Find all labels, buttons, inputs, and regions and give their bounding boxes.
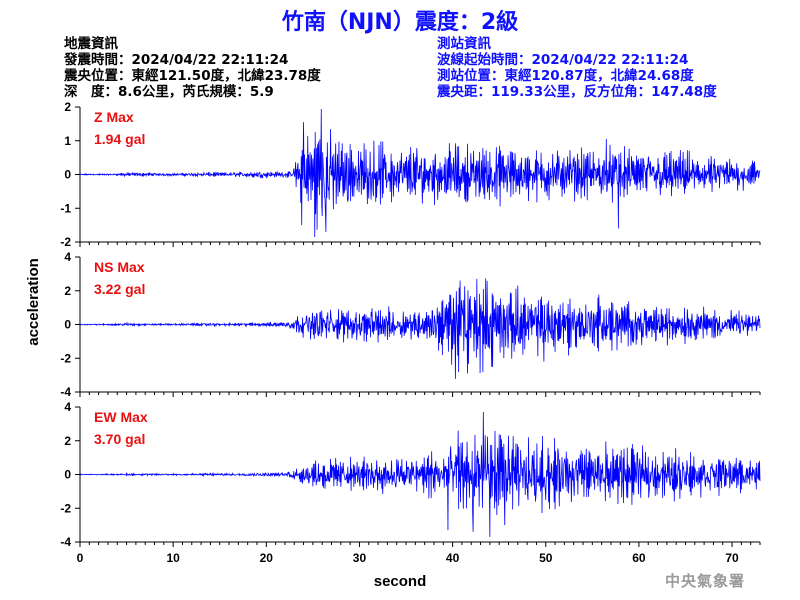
x-tick-label: 60 [632,551,646,565]
chart-title: 竹南（NJN）震度：2級 [281,9,518,35]
trace-panels: -2 -1 0 1 2 Z Max 1.94 gal -4 -2 0 2 4 NS Max 3.22 ga… [60,100,761,549]
x-tick-label: 10 [166,551,180,565]
panel-ns: -4 -2 0 2 4 NS Max 3.22 gal [60,250,761,399]
y-tick-label: -4 [60,385,71,399]
quake-info-heading: 地震資訊 [64,35,118,52]
x-tick-label: 30 [353,551,367,565]
x-tick-label: 70 [725,551,739,565]
y-tick-label: 4 [64,400,71,414]
x-tick-label: 40 [446,551,460,565]
x-tick-label: 0 [77,551,84,565]
waveform-trace-ew [79,412,761,537]
y-tick-label: 2 [64,284,71,298]
x-tick-label: 50 [539,551,553,565]
y-tick-label: 0 [64,318,71,332]
panel-z: -2 -1 0 1 2 Z Max 1.94 gal [60,100,761,249]
station-location: 測站位置：東經120.87度，北緯24.68度 [437,67,694,84]
quake-origin-time: 發震時間：2024/04/22 22:11:24 [63,51,288,68]
y-tick-label: -1 [60,201,71,215]
x-tick-label: 20 [260,551,274,565]
y-tick-label: -4 [60,535,71,549]
y-tick-label: -2 [60,235,71,249]
station-info-heading: 測站資訊 [437,35,491,52]
y-tick-label: 0 [64,468,71,482]
quake-depth-magnitude: 深 度：8.6公里，芮氏規模：5.9 [64,83,274,100]
agency-name: 中央氣象署 [665,572,745,590]
station-distance: 震央距：119.33公里，反方位角：147.48度 [436,83,717,100]
y-tick-label: 0 [64,168,71,182]
y-tick-label: -2 [60,351,71,365]
station-info-block: 測站資訊 波線起始時間：2024/04/22 22:11:24 測站位置：東經1… [436,35,717,100]
x-axis: 0 10 20 30 40 50 60 70 [77,551,739,565]
y-axis-title: acceleration [25,258,42,346]
series-name-label: NS Max [94,259,145,275]
quake-info-block: 地震資訊 發震時間：2024/04/22 22:11:24 震央位置：東經121… [63,35,321,100]
y-tick-label: 1 [64,134,71,148]
station-wave-start: 波線起始時間：2024/04/22 22:11:24 [437,51,688,68]
series-max-label: 3.70 gal [94,431,145,447]
y-tick-label: 2 [64,100,71,114]
y-tick-label: -2 [60,501,71,515]
x-axis-title: second [374,573,427,590]
series-max-label: 1.94 gal [94,131,145,147]
quake-epicenter: 震央位置：東經121.50度，北緯23.78度 [63,67,321,84]
y-tick-label: 2 [64,434,71,448]
series-name-label: Z Max [94,109,134,125]
series-name-label: EW Max [94,409,148,425]
waveform-trace-z [79,109,761,237]
series-max-label: 3.22 gal [94,281,145,297]
y-tick-label: 4 [64,250,71,264]
waveform-trace-ns [79,278,761,379]
panel-ew: -4 -2 0 2 4 EW Max 3.70 gal [60,400,761,549]
